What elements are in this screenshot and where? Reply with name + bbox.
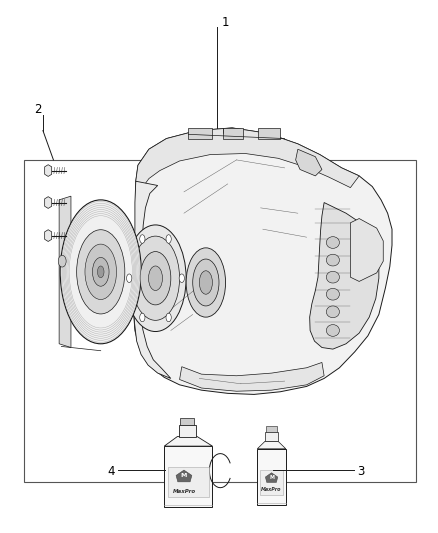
Ellipse shape — [85, 244, 117, 300]
Polygon shape — [45, 230, 52, 241]
Ellipse shape — [326, 325, 339, 336]
Text: MaxPro: MaxPro — [173, 489, 195, 494]
Ellipse shape — [326, 288, 339, 300]
Text: MaxPro: MaxPro — [261, 487, 282, 492]
Bar — [257, 449, 286, 505]
Polygon shape — [136, 128, 359, 188]
Ellipse shape — [326, 306, 339, 318]
Bar — [258, 128, 280, 139]
Text: 1: 1 — [221, 16, 229, 29]
Ellipse shape — [131, 236, 180, 320]
Ellipse shape — [77, 230, 125, 314]
Bar — [164, 446, 212, 507]
Text: 4: 4 — [107, 465, 115, 478]
Ellipse shape — [326, 237, 339, 248]
Polygon shape — [180, 362, 324, 391]
Bar — [188, 128, 212, 139]
Ellipse shape — [186, 248, 226, 317]
Text: M: M — [269, 475, 274, 480]
Bar — [168, 467, 209, 497]
Text: 2: 2 — [34, 103, 41, 116]
Polygon shape — [134, 181, 171, 378]
Ellipse shape — [179, 274, 184, 282]
Ellipse shape — [166, 313, 171, 322]
Ellipse shape — [97, 266, 104, 278]
Ellipse shape — [193, 259, 219, 306]
Text: 3: 3 — [357, 465, 364, 478]
Text: M: M — [181, 473, 187, 479]
Polygon shape — [45, 165, 52, 176]
Ellipse shape — [140, 252, 171, 305]
Ellipse shape — [60, 200, 141, 344]
Bar — [223, 128, 243, 139]
Ellipse shape — [326, 254, 339, 266]
Ellipse shape — [148, 266, 162, 290]
Polygon shape — [134, 128, 392, 394]
Bar — [266, 426, 277, 432]
Polygon shape — [265, 473, 278, 482]
Ellipse shape — [92, 257, 109, 286]
Polygon shape — [59, 196, 71, 348]
Polygon shape — [257, 441, 286, 449]
Ellipse shape — [58, 255, 66, 267]
Bar — [265, 432, 278, 441]
Bar — [24, 160, 416, 482]
Ellipse shape — [125, 225, 186, 332]
Polygon shape — [164, 437, 212, 446]
Bar — [260, 470, 283, 495]
Ellipse shape — [140, 235, 145, 243]
Bar — [180, 418, 194, 425]
Polygon shape — [310, 203, 379, 349]
Ellipse shape — [140, 313, 145, 322]
Ellipse shape — [127, 274, 132, 282]
Polygon shape — [176, 470, 192, 482]
Polygon shape — [296, 149, 322, 176]
Polygon shape — [45, 197, 52, 208]
Ellipse shape — [166, 235, 171, 243]
Polygon shape — [350, 219, 383, 281]
Bar — [179, 425, 196, 437]
Ellipse shape — [326, 271, 339, 283]
Ellipse shape — [199, 271, 212, 294]
